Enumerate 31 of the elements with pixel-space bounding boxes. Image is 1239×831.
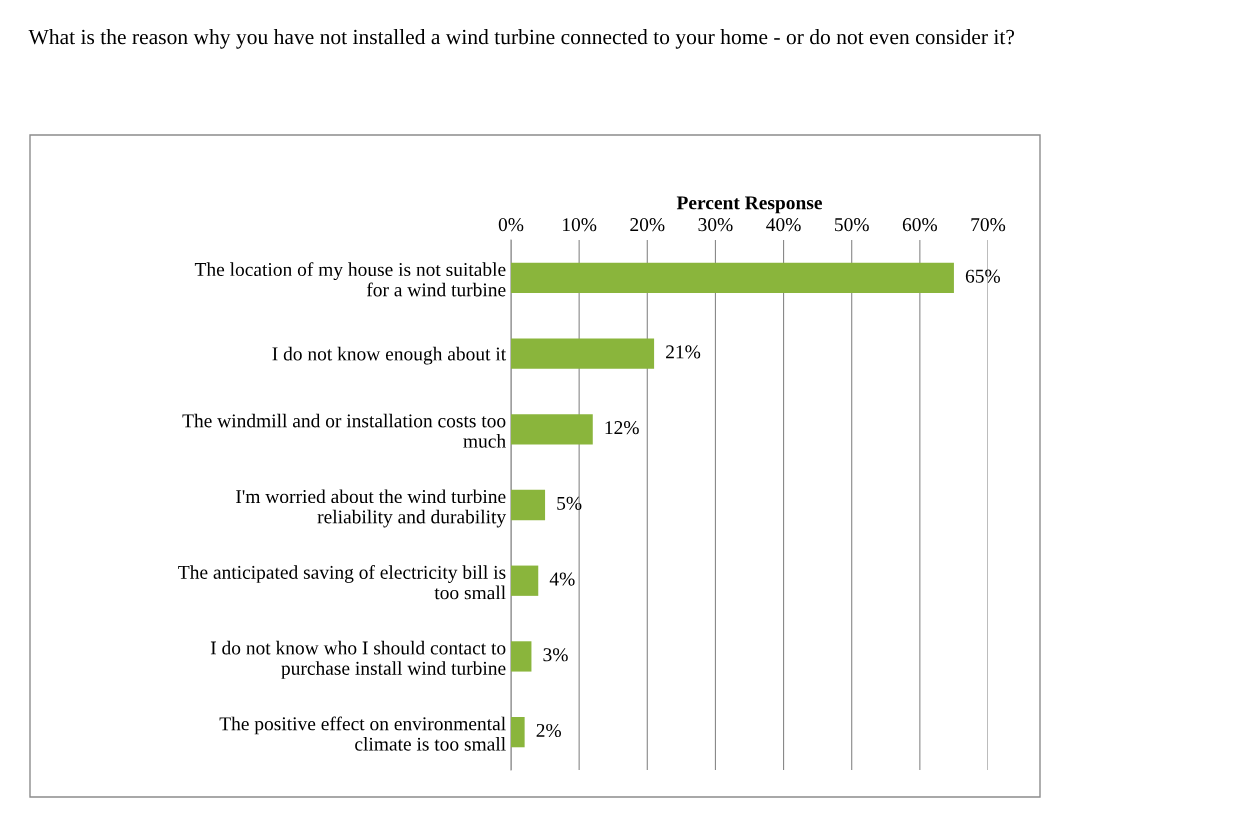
bar xyxy=(511,717,525,748)
bar xyxy=(511,641,532,672)
x-axis-title: Percent Response xyxy=(676,196,822,214)
x-tick-label: 60% xyxy=(902,218,938,232)
y-tick-label: I do not know enough about it xyxy=(272,346,507,365)
y-tick-label: I'm worried about the wind turbine reliability and durability xyxy=(236,489,507,528)
x-tick-label: 20% xyxy=(630,218,665,232)
x-tick-label: 10% xyxy=(563,218,597,232)
chart-title: What is the reason why you have not installed a wind turbine connected to your home - or do not even consider it? xyxy=(28,29,1015,49)
bar xyxy=(511,414,593,445)
data-label: 21% xyxy=(666,345,701,359)
data-label: 4% xyxy=(549,572,575,586)
data-label: 3% xyxy=(543,648,568,662)
y-tick-label: I do not know who I should contact to purchase install wind turbine xyxy=(210,640,506,679)
data-label: 12% xyxy=(605,421,639,435)
x-tick-label: 30% xyxy=(698,218,733,232)
y-tick-label: The positive effect on environmental climate is too small xyxy=(219,716,506,751)
x-tick-label: 50% xyxy=(835,218,869,232)
bar xyxy=(511,338,655,369)
bar xyxy=(511,565,539,596)
bar xyxy=(511,489,546,521)
y-tick-label: The anticipated saving of electricity bill is too small xyxy=(178,565,506,600)
x-tick-label: 0% xyxy=(498,218,524,232)
data-label: 65% xyxy=(965,269,1001,283)
y-tick-label: The windmill and or installation costs too much xyxy=(182,413,506,448)
data-label: 2% xyxy=(536,723,561,738)
bar xyxy=(511,262,954,293)
data-label: 5% xyxy=(557,496,582,510)
x-tick-label: 70% xyxy=(971,218,1006,232)
x-tick-label: 40% xyxy=(766,218,801,232)
y-tick-label: The location of my house is not suitable for a wind turbine xyxy=(194,262,506,297)
